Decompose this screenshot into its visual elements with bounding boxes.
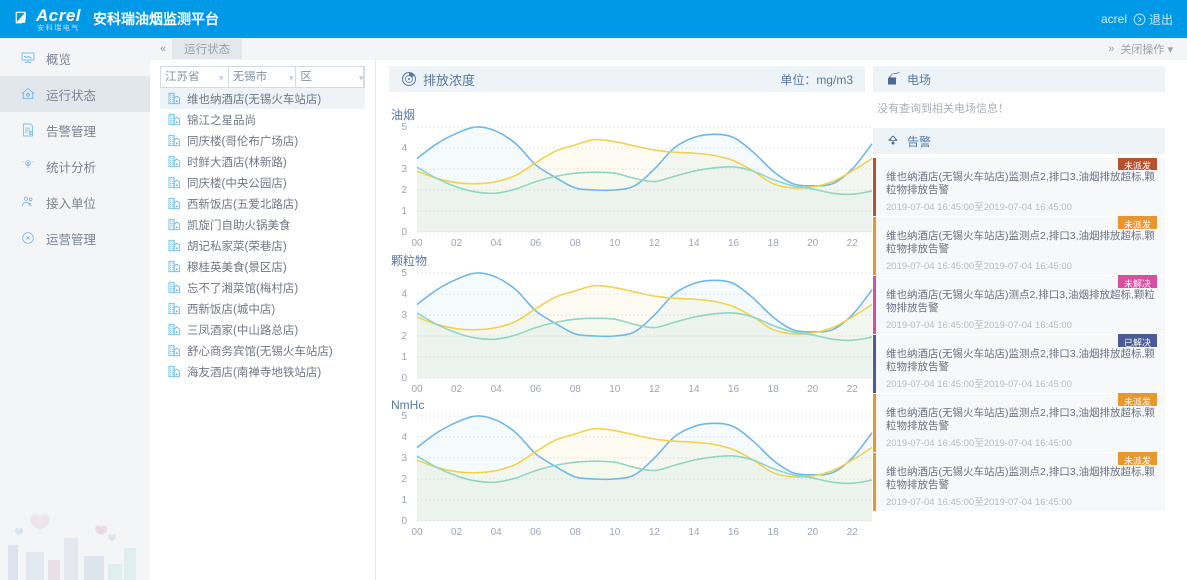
svg-text:02: 02 — [451, 238, 463, 249]
svg-text:18: 18 — [768, 384, 780, 395]
svg-text:10: 10 — [609, 527, 621, 538]
svg-text:16: 16 — [728, 527, 740, 538]
svg-text:0: 0 — [401, 227, 407, 238]
svg-text:08: 08 — [570, 527, 582, 538]
svg-text:00: 00 — [411, 527, 423, 538]
svg-text:20: 20 — [807, 384, 819, 395]
svg-text:3: 3 — [401, 310, 407, 321]
svg-text:04: 04 — [491, 384, 503, 395]
svg-text:2: 2 — [401, 331, 407, 342]
svg-text:04: 04 — [491, 527, 503, 538]
svg-text:2: 2 — [401, 185, 407, 196]
svg-text:14: 14 — [688, 238, 700, 249]
svg-text:5: 5 — [401, 269, 407, 279]
svg-text:4: 4 — [401, 289, 407, 300]
svg-text:10: 10 — [609, 384, 621, 395]
svg-text:02: 02 — [451, 384, 463, 395]
svg-text:2: 2 — [401, 474, 407, 485]
svg-text:12: 12 — [649, 238, 661, 249]
svg-text:14: 14 — [688, 384, 700, 395]
svg-text:18: 18 — [768, 238, 780, 249]
svg-text:08: 08 — [570, 384, 582, 395]
svg-text:3: 3 — [401, 164, 407, 175]
svg-text:06: 06 — [530, 384, 542, 395]
svg-text:22: 22 — [847, 527, 859, 538]
svg-text:20: 20 — [807, 527, 819, 538]
svg-text:4: 4 — [401, 432, 407, 443]
svg-text:22: 22 — [847, 384, 859, 395]
svg-text:14: 14 — [688, 527, 700, 538]
svg-text:00: 00 — [411, 384, 423, 395]
svg-text:22: 22 — [847, 238, 859, 249]
svg-text:0: 0 — [401, 516, 407, 527]
svg-text:3: 3 — [401, 453, 407, 464]
svg-text:06: 06 — [530, 527, 542, 538]
svg-text:12: 12 — [649, 384, 661, 395]
svg-text:20: 20 — [807, 238, 819, 249]
svg-text:06: 06 — [530, 238, 542, 249]
svg-text:02: 02 — [451, 527, 463, 538]
svg-text:5: 5 — [401, 123, 407, 133]
svg-text:1: 1 — [401, 206, 407, 217]
svg-text:16: 16 — [728, 238, 740, 249]
svg-text:0: 0 — [401, 373, 407, 384]
svg-text:16: 16 — [728, 384, 740, 395]
svg-text:04: 04 — [491, 238, 503, 249]
svg-text:08: 08 — [570, 238, 582, 249]
svg-text:10: 10 — [609, 238, 621, 249]
svg-text:5: 5 — [401, 412, 407, 422]
svg-text:12: 12 — [649, 527, 661, 538]
svg-text:00: 00 — [411, 238, 423, 249]
svg-text:1: 1 — [401, 495, 407, 506]
svg-text:1: 1 — [401, 352, 407, 363]
svg-text:18: 18 — [768, 527, 780, 538]
svg-text:4: 4 — [401, 143, 407, 154]
